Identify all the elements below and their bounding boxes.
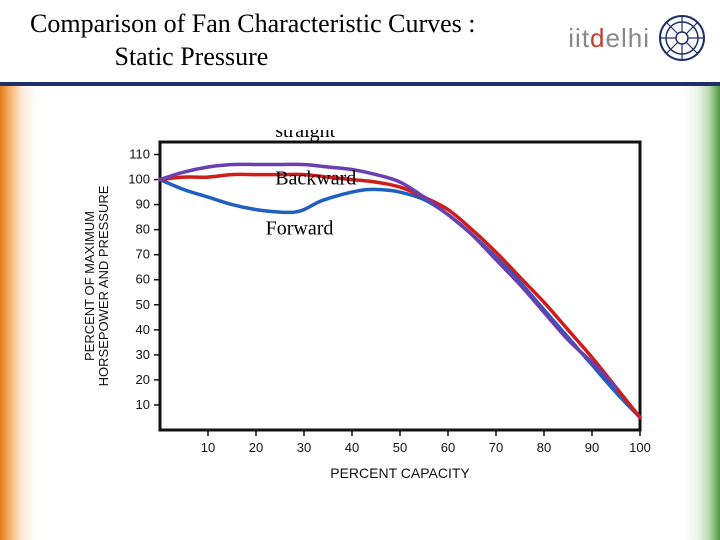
series-backward [160,174,640,417]
series-label-backward: Backward [275,168,356,190]
y-tick-label: 50 [136,297,150,312]
y-tick-label: 20 [136,372,150,387]
x-tick-label: 20 [249,440,263,455]
x-tick-label: 10 [201,440,215,455]
x-tick-label: 60 [441,440,455,455]
title-line-1: Comparison of Fan Characteristic Curves … [30,9,476,38]
x-tick-label: 30 [297,440,311,455]
y-tick-label: 90 [136,197,150,212]
emblem-icon [658,14,706,62]
x-axis-label: PERCENT CAPACITY [330,465,470,481]
title-line-2: Static Pressure [115,42,269,71]
x-tick-label: 100 [629,440,651,455]
x-tick-label: 50 [393,440,407,455]
chart-svg: 10 20 30 40 50 60 70 80 90 100 110 10 20 30 40 50 60 70 80… [80,130,660,490]
x-tick-label: 80 [537,440,551,455]
brand-suffix: elhi [606,23,650,53]
y-tick-label: 80 [136,222,150,237]
y-tick-label: 110 [129,147,150,162]
title-band: Comparison of Fan Characteristic Curves … [0,0,720,86]
plot-frame [160,142,640,430]
x-tick-label: 40 [345,440,359,455]
y-tick-label: 40 [136,322,150,337]
brand-text: iitdelhi [568,23,650,54]
y-axis-label: PERCENT OF MAXIMUMHORSEPOWER AND PRESSUR… [82,185,111,386]
brand-prefix: iit [568,23,590,53]
series-label-forward: Forward [266,218,334,240]
page-title: Comparison of Fan Characteristic Curves … [30,8,476,73]
series-forward [160,180,640,418]
y-tick-label: 100 [128,172,150,187]
y-tick-label: 70 [136,247,150,262]
y-tick-label: 60 [136,272,150,287]
x-tick-label: 90 [585,440,599,455]
brand-accent: d [590,23,605,53]
brand-logo: iitdelhi [568,14,706,62]
series-straight [160,164,616,387]
y-tick-label: 10 [136,397,150,412]
series-label-straight: straight [275,130,335,142]
y-tick-label: 30 [136,347,150,362]
x-tick-label: 70 [489,440,503,455]
chart: 10 20 30 40 50 60 70 80 90 100 110 10 20 30 40 50 60 70 80… [80,130,660,490]
slide: Comparison of Fan Characteristic Curves … [0,0,720,540]
